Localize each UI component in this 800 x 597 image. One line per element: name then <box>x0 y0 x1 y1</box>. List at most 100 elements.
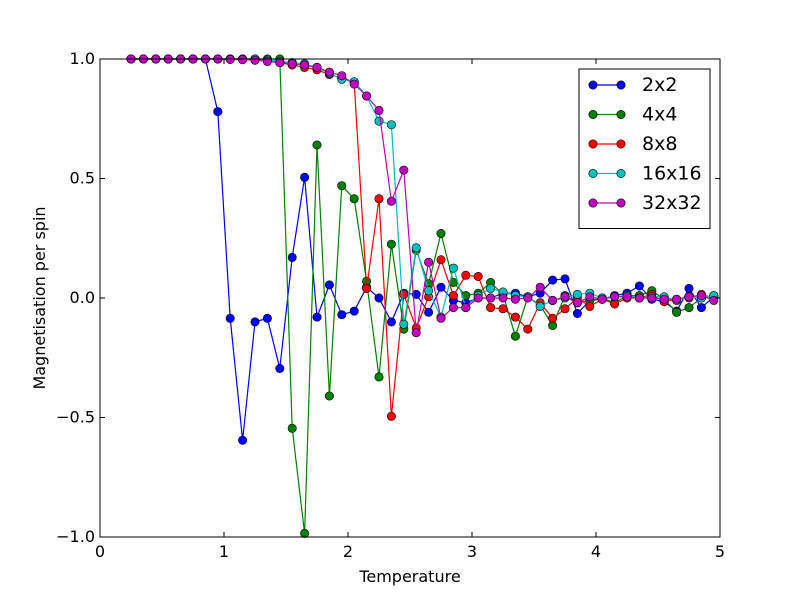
data-point-32x32 <box>436 313 446 323</box>
data-point-32x32 <box>262 56 272 66</box>
data-point-32x32 <box>424 257 434 267</box>
data-point-32x32 <box>610 292 620 302</box>
data-point-8x8 <box>448 291 458 301</box>
data-point-32x32 <box>312 62 322 72</box>
data-point-32x32 <box>585 292 595 302</box>
data-point-4x4 <box>684 303 694 313</box>
y-tick-label: −0.5 <box>56 408 95 427</box>
legend-marker <box>616 80 626 90</box>
legend-box <box>578 68 711 229</box>
data-point-32x32 <box>535 282 545 292</box>
x-tick-label: 4 <box>591 542 601 561</box>
legend-label: 8x8 <box>642 133 677 155</box>
legend-item-8x8: 8x8 <box>588 133 677 155</box>
data-point-4x4 <box>312 140 322 150</box>
data-point-2x2 <box>250 317 260 327</box>
data-point-32x32 <box>337 71 347 81</box>
x-tick-label: 3 <box>467 542 477 561</box>
legend-item-2x2: 2x2 <box>588 74 677 96</box>
data-point-2x2 <box>548 275 558 285</box>
axes-layer: 0 1 2 3 4 5 −1.0 −0.5 0.0 0.5 1.0 <box>56 49 725 561</box>
data-point-32x32 <box>672 294 682 304</box>
data-point-32x32 <box>473 293 483 303</box>
data-point-16x16 <box>399 319 409 329</box>
legend-marker <box>616 139 626 149</box>
data-point-8x8 <box>523 324 533 334</box>
data-point-8x8 <box>436 255 446 265</box>
data-point-2x2 <box>213 107 223 117</box>
data-point-4x4 <box>436 229 446 239</box>
data-point-32x32 <box>709 295 719 305</box>
data-point-2x2 <box>238 435 248 445</box>
data-point-32x32 <box>300 60 310 70</box>
legend-marker <box>616 169 626 179</box>
y-tick-label: 1.0 <box>70 49 95 68</box>
data-point-32x32 <box>597 294 607 304</box>
data-point-2x2 <box>560 274 570 284</box>
data-point-2x2 <box>634 281 644 291</box>
data-point-16x16 <box>572 289 582 299</box>
x-tick-label: 2 <box>343 542 353 561</box>
x-tick-label: 5 <box>715 542 725 561</box>
data-point-2x2 <box>374 293 384 303</box>
data-point-32x32 <box>461 303 471 313</box>
legend-marker <box>588 80 598 90</box>
data-point-4x4 <box>672 307 682 317</box>
data-point-32x32 <box>622 292 632 302</box>
data-point-32x32 <box>647 293 657 303</box>
data-point-16x16 <box>374 116 384 126</box>
data-point-8x8 <box>585 301 595 311</box>
x-tick-label: 0 <box>95 542 105 561</box>
legend-label: 4x4 <box>642 104 677 126</box>
x-tick-label: 1 <box>219 542 229 561</box>
data-point-8x8 <box>548 313 558 323</box>
data-point-8x8 <box>374 194 384 204</box>
legend-label: 2x2 <box>642 74 677 96</box>
data-point-32x32 <box>523 293 533 303</box>
data-point-2x2 <box>436 282 446 292</box>
data-point-2x2 <box>225 313 235 323</box>
data-point-4x4 <box>510 331 520 341</box>
data-point-2x2 <box>300 172 310 182</box>
legend-marker <box>616 110 626 120</box>
data-point-2x2 <box>312 312 322 322</box>
data-point-8x8 <box>461 270 471 280</box>
legend-item-4x4: 4x4 <box>588 104 677 126</box>
data-point-32x32 <box>362 91 372 101</box>
data-point-2x2 <box>337 310 347 320</box>
data-point-8x8 <box>486 303 496 313</box>
data-point-32x32 <box>634 293 644 303</box>
legend-marker <box>588 110 598 120</box>
data-point-4x4 <box>374 372 384 382</box>
legend-item-32x32: 32x32 <box>588 192 702 214</box>
data-point-4x4 <box>324 391 334 401</box>
data-point-2x2 <box>696 303 706 313</box>
data-point-2x2 <box>386 317 396 327</box>
data-point-8x8 <box>560 304 570 314</box>
data-point-32x32 <box>486 293 496 303</box>
data-point-4x4 <box>300 528 310 538</box>
data-point-16x16 <box>424 286 434 296</box>
data-point-4x4 <box>386 239 396 249</box>
y-tick-label: 0.0 <box>70 288 95 307</box>
data-point-8x8 <box>399 289 409 299</box>
data-point-4x4 <box>287 423 297 433</box>
data-point-2x2 <box>262 313 272 323</box>
data-point-32x32 <box>684 292 694 302</box>
legend-marker <box>588 198 598 208</box>
data-point-16x16 <box>411 243 421 253</box>
data-point-8x8 <box>510 312 520 322</box>
data-point-16x16 <box>486 283 496 293</box>
data-point-32x32 <box>411 328 421 338</box>
data-point-8x8 <box>386 411 396 421</box>
data-point-2x2 <box>424 307 434 317</box>
data-point-32x32 <box>448 303 458 313</box>
legend-item-16x16: 16x16 <box>588 163 702 185</box>
legend-marker <box>588 139 598 149</box>
data-point-2x2 <box>275 363 285 373</box>
data-point-8x8 <box>473 271 483 281</box>
data-point-32x32 <box>659 294 669 304</box>
data-point-16x16 <box>386 120 396 130</box>
data-point-32x32 <box>386 196 396 206</box>
data-point-2x2 <box>572 308 582 318</box>
